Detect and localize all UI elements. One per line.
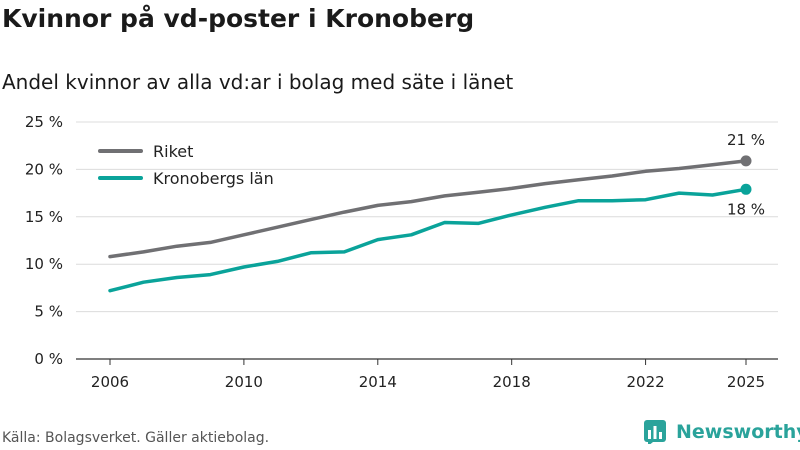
brand-name: Newsworthy bbox=[676, 421, 800, 443]
y-axis-tick-labels: 0 % 5 % 10 % 15 % 20 % 25 % bbox=[25, 113, 63, 368]
y-tick-label: 20 % bbox=[25, 160, 63, 178]
y-tick-label: 0 % bbox=[34, 350, 63, 368]
y-tick-label: 10 % bbox=[25, 255, 63, 273]
x-tick-label: 2018 bbox=[493, 373, 531, 391]
end-label-0: 21 % bbox=[727, 131, 765, 149]
series-endpoint-1 bbox=[740, 183, 752, 195]
series-line-0 bbox=[108, 159, 748, 259]
series-endpoint-0 bbox=[740, 155, 752, 167]
end-labels: 21 % 18 % bbox=[727, 131, 765, 218]
y-tick-label: 5 % bbox=[34, 303, 63, 321]
end-label-1: 18 % bbox=[727, 200, 765, 218]
x-tick-label: 2022 bbox=[626, 373, 664, 391]
x-tick-label: 2014 bbox=[359, 373, 397, 391]
gridlines bbox=[76, 121, 778, 360]
legend-label-0: Riket bbox=[153, 142, 193, 161]
brand-logo: Newsworthy bbox=[644, 420, 800, 444]
chart-subtitle: Andel kvinnor av alla vd:ar i bolag med … bbox=[2, 70, 514, 94]
x-tick-label: 2025 bbox=[727, 373, 765, 391]
series-lines bbox=[108, 155, 752, 293]
x-tick-label: 2010 bbox=[225, 373, 263, 391]
y-tick-label: 25 % bbox=[25, 113, 63, 131]
source-note: Källa: Bolagsverket. Gäller aktiebolag. bbox=[2, 430, 270, 446]
legend: Riket Kronobergs län bbox=[98, 142, 274, 188]
y-tick-label: 15 % bbox=[25, 208, 63, 226]
chart-title: Kvinnor på vd-poster i Kronoberg bbox=[2, 4, 475, 33]
bar-chart-logo-icon bbox=[644, 420, 666, 444]
x-tick-label: 2006 bbox=[91, 373, 129, 391]
x-axis-tick-labels: 2006 2010 2014 2018 2022 2025 bbox=[91, 359, 765, 391]
legend-label-1: Kronobergs län bbox=[153, 169, 274, 188]
series-line-1 bbox=[108, 187, 748, 293]
